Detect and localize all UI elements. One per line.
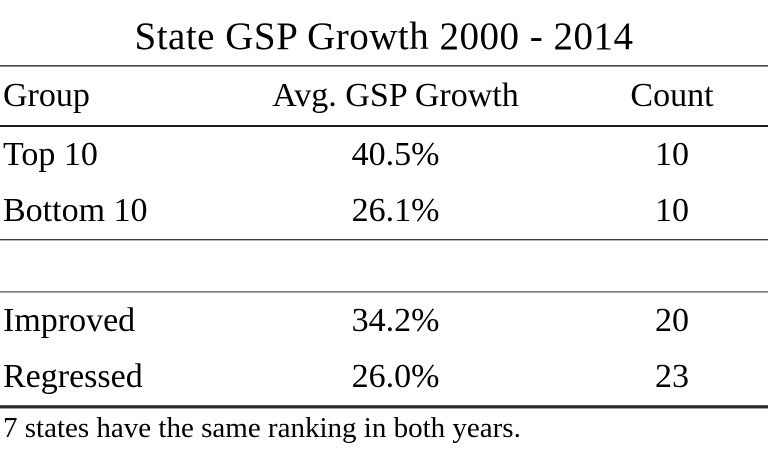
table-title: State GSP Growth 2000 - 2014 xyxy=(134,15,634,58)
col-header-group: Group xyxy=(3,77,90,114)
group-section-divider xyxy=(0,239,768,241)
second-section-divider xyxy=(0,291,768,293)
cell-growth: 40.5% xyxy=(351,136,440,173)
cell-count: 10 xyxy=(654,192,689,229)
cell-growth: 26.0% xyxy=(351,358,440,395)
table-row-improved: Improved 34.2% 20 xyxy=(0,293,768,349)
section-gap xyxy=(0,241,768,291)
table-bottom-rule xyxy=(0,405,768,409)
cell-group: Bottom 10 xyxy=(3,192,148,229)
cell-growth: 34.2% xyxy=(351,302,440,339)
cell-group: Top 10 xyxy=(3,136,98,173)
table-row-regressed: Regressed 26.0% 23 xyxy=(0,349,768,405)
table-row-bottom10: Bottom 10 26.1% 10 xyxy=(0,183,768,239)
cell-count: 23 xyxy=(654,358,689,395)
cell-growth: 26.1% xyxy=(351,192,440,229)
cell-count: 20 xyxy=(654,302,689,339)
table-row-top10: Top 10 40.5% 10 xyxy=(0,127,768,183)
header-divider xyxy=(0,125,768,127)
cell-count: 10 xyxy=(654,136,689,173)
table-header-row: Group Avg. GSP Growth Count xyxy=(0,67,768,125)
footnote: 7 states have the same ranking in both y… xyxy=(3,412,521,444)
col-header-count: Count xyxy=(630,77,714,114)
title-divider xyxy=(0,65,768,67)
col-header-growth: Avg. GSP Growth xyxy=(272,77,519,114)
cell-group: Improved xyxy=(3,302,136,339)
cell-group: Regressed xyxy=(3,358,143,395)
